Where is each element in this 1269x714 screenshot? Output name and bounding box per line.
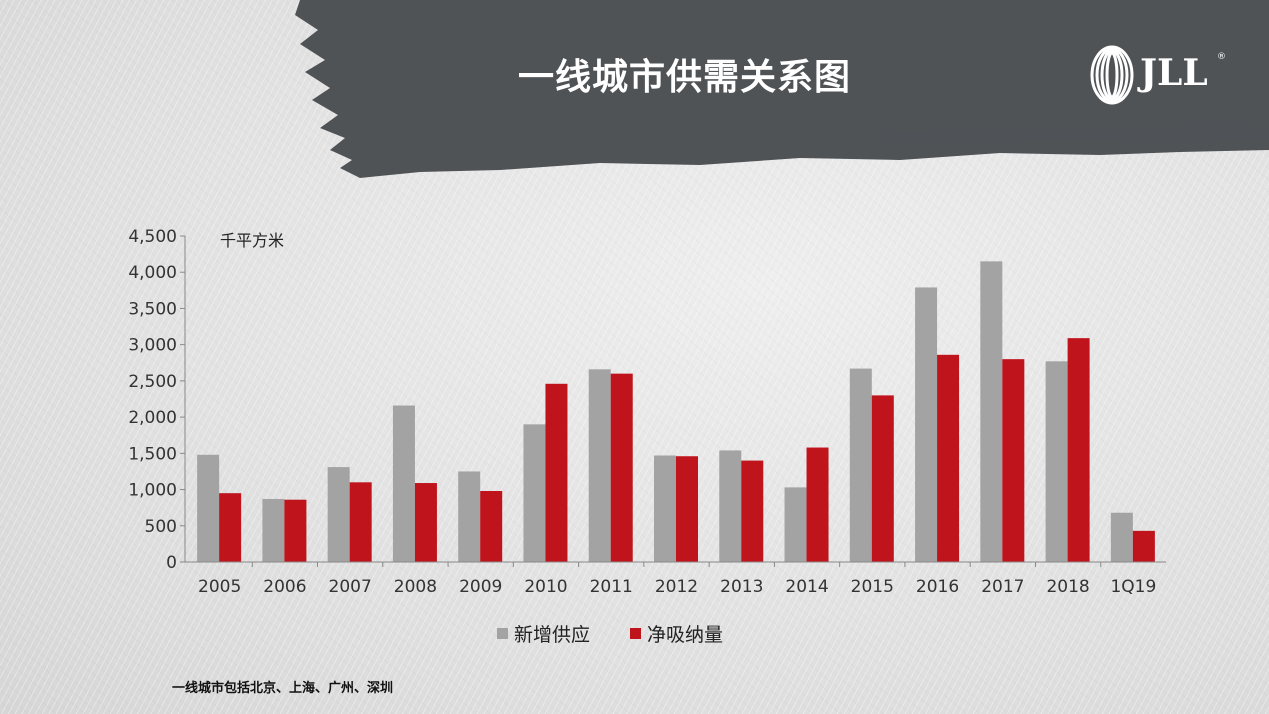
x-tick-label: 2017 xyxy=(981,577,1024,597)
bar-supply xyxy=(1045,361,1068,562)
bar-absorption xyxy=(414,483,437,562)
page-title: 一线城市供需关系图 xyxy=(518,57,852,98)
bar-absorption xyxy=(806,447,829,562)
bar-absorption xyxy=(1067,338,1090,562)
x-tick-label: 2010 xyxy=(524,577,567,597)
legend-swatch-absorption xyxy=(630,628,642,639)
bar-absorption xyxy=(937,354,960,562)
bar-supply xyxy=(980,261,1003,562)
y-tick-label: 3,500 xyxy=(128,299,177,319)
x-tick-label: 2015 xyxy=(851,577,894,597)
bar-absorption xyxy=(676,456,698,562)
logo-text: JLL xyxy=(1140,52,1208,94)
x-tick-label: 2005 xyxy=(198,577,241,597)
x-tick-label: 2012 xyxy=(655,577,698,597)
x-tick-label: 2011 xyxy=(590,577,633,597)
bar-absorption xyxy=(480,491,503,562)
bar-supply xyxy=(197,454,220,562)
bar-supply xyxy=(915,287,938,562)
legend: 新增供应 净吸纳量 xyxy=(497,620,723,647)
x-axis: 2005 2006 2007 2008 2009 2010 2011 2012 2013 2014… xyxy=(185,561,1166,597)
y-axis: 0 500 1,000 1,500 2,000 2,500 3,000 3,500 4,000 4… xyxy=(128,227,186,573)
x-tick-label: 2014 xyxy=(785,577,828,597)
x-tick-label: 2018 xyxy=(1046,577,1089,597)
x-tick-label: 2008 xyxy=(394,577,437,597)
y-tick-label: 1,500 xyxy=(128,444,177,464)
y-tick-label: 2,500 xyxy=(128,372,177,392)
x-tick-label: 2013 xyxy=(720,577,763,597)
bar-supply xyxy=(784,487,807,562)
y-tick-label: 2,000 xyxy=(128,408,177,428)
footnote: 一线城市包括北京、上海、广州、深圳 xyxy=(172,681,394,696)
bar-absorption xyxy=(219,493,242,562)
x-tick-label: 1Q19 xyxy=(1110,577,1156,597)
y-tick-label: 4,000 xyxy=(128,263,177,283)
bar-supply xyxy=(588,369,611,562)
x-tick-label: 2006 xyxy=(263,577,306,597)
bar-supply xyxy=(719,450,742,562)
x-tick-label: 2016 xyxy=(916,577,959,597)
bar-absorption xyxy=(349,482,372,562)
bar-supply xyxy=(392,405,415,562)
legend-item-absorption: 净吸纳量 xyxy=(630,620,723,647)
legend-label-supply: 新增供应 xyxy=(514,624,591,646)
logo-registered-mark: ® xyxy=(1217,52,1226,62)
x-tick-label: 2007 xyxy=(329,577,372,597)
y-tick-label: 3,000 xyxy=(128,336,177,356)
bar-supply xyxy=(458,471,481,562)
bar-absorption xyxy=(741,460,764,562)
bar-supply xyxy=(849,368,872,562)
jll-rings-icon xyxy=(1090,45,1134,105)
bar-absorption xyxy=(1002,359,1025,562)
bar-supply xyxy=(1110,512,1133,562)
title-banner xyxy=(295,0,1269,178)
x-tick-label: 2009 xyxy=(459,577,502,597)
bar-supply xyxy=(262,498,285,562)
bar-supply xyxy=(523,424,546,562)
bar-supply xyxy=(327,467,350,562)
bar-absorption xyxy=(871,395,894,562)
y-tick-label: 0 xyxy=(166,553,177,573)
legend-swatch-supply xyxy=(497,628,508,639)
bar-absorption xyxy=(545,383,568,562)
bars xyxy=(197,261,1155,562)
legend-label-absorption: 净吸纳量 xyxy=(647,624,724,646)
bar-supply xyxy=(654,455,676,562)
legend-item-supply: 新增供应 xyxy=(497,620,590,647)
y-tick-label: 1,000 xyxy=(128,481,177,501)
y-tick-label: 4,500 xyxy=(128,227,177,247)
bar-absorption xyxy=(1132,530,1155,562)
bar-absorption xyxy=(284,499,307,562)
bar-absorption xyxy=(610,373,633,562)
unit-label: 千平方米 xyxy=(220,231,284,250)
y-tick-label: 500 xyxy=(145,517,177,537)
